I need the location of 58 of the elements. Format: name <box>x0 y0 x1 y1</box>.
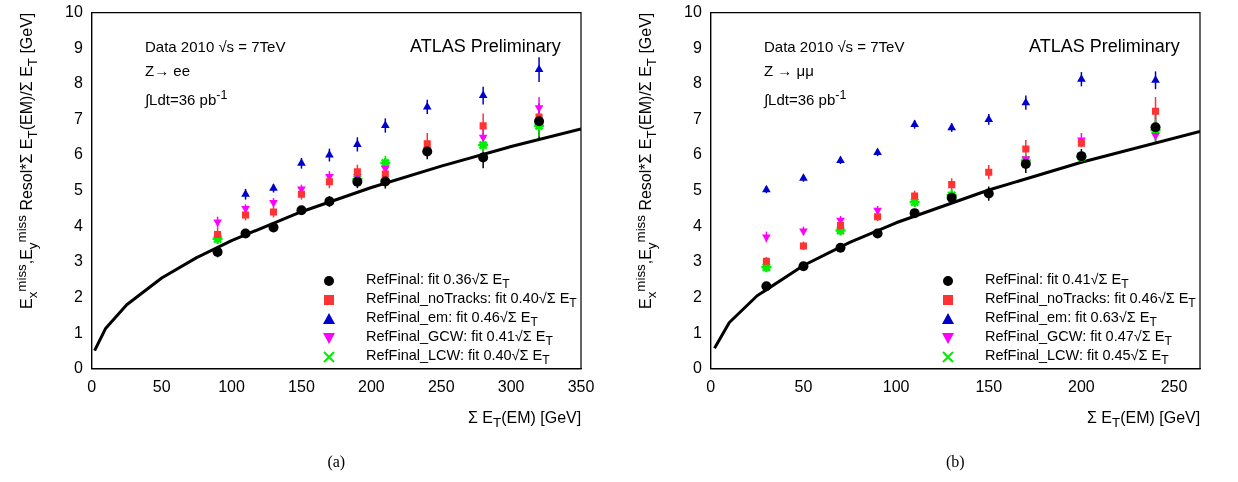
x-tick-label: 0 <box>706 377 716 395</box>
x-tick-label: 250 <box>427 377 455 395</box>
text: (a) <box>327 453 346 471</box>
legend-label: RefFinal_em: fit 0.63√Σ E$_{T}$ <box>985 309 1157 330</box>
y-tick-label: 0 <box>692 359 702 377</box>
y-tick-label: 5 <box>73 181 83 199</box>
x-axis-title: Σ E$_{T}$(EM) [GeV] <box>468 408 582 430</box>
x-tick-label: 200 <box>357 377 385 395</box>
annotation: Data 2010 √s = 7TeV <box>764 38 905 55</box>
legend-label: RefFinal_GCW: fit 0.47√Σ E$_{T}$ <box>985 328 1172 349</box>
annotation: ∫Ldt=36 pb$^{-1}$ <box>145 88 228 108</box>
y-tick-label: 9 <box>692 38 702 56</box>
legend-label: RefFinal_GCW: fit 0.41√Σ E$_{T}$ <box>366 328 553 349</box>
y-tick-label: 10 <box>65 3 83 21</box>
legend-label: RefFinal: fit 0.36√Σ E$_{T}$ <box>366 271 510 292</box>
y-tick-label: 7 <box>73 109 83 127</box>
x-tick-label: 200 <box>1068 377 1095 395</box>
legend-label: RefFinal_em: fit 0.46√Σ E$_{T}$ <box>366 309 538 330</box>
y-tick-label: 6 <box>692 145 702 163</box>
y-tick-label: 1 <box>692 323 702 341</box>
y-tick-label: 3 <box>692 252 702 270</box>
y-tick-label: 4 <box>692 216 702 234</box>
legend-label: RefFinal_LCW: fit 0.40√Σ E$_{T}$ <box>366 347 550 368</box>
y-tick-label: 4 <box>73 216 83 234</box>
y-tick-label: 2 <box>73 287 83 305</box>
y-tick-label: 5 <box>692 181 702 199</box>
x-tick-label: 150 <box>975 377 1003 395</box>
x-tick-label: 300 <box>497 377 525 395</box>
annotation: ATLAS Preliminary <box>1029 36 1180 57</box>
legend-label: RefFinal_noTracks: fit 0.46√Σ E$_{T}$ <box>985 290 1196 311</box>
x-tick-label: 0 <box>87 377 97 395</box>
y-tick-label: 2 <box>692 287 702 305</box>
annotation: Data 2010 √s = 7TeV <box>145 38 286 55</box>
y-tick-label: 3 <box>73 252 83 270</box>
annotation: Z → μμ <box>764 62 814 79</box>
annotation: ∫Ldt=36 pb$^{-1}$ <box>764 88 847 108</box>
y-tick-label: 8 <box>692 74 702 92</box>
annotation: Z→ ee <box>145 62 191 79</box>
x-tick-label: 50 <box>152 377 171 395</box>
legend-label: RefFinal_noTracks: fit 0.40√Σ E$_{T}$ <box>366 290 577 311</box>
x-tick-label: 100 <box>218 377 246 395</box>
x-tick-label: 150 <box>288 377 315 395</box>
y-tick-label: 6 <box>73 145 83 163</box>
y-tick-label: 10 <box>684 3 702 21</box>
legend-label: RefFinal: fit 0.41√Σ E$_{T}$ <box>985 271 1129 292</box>
y-tick-label: 9 <box>73 38 83 56</box>
text: (b) <box>945 453 965 471</box>
y-tick-label: 1 <box>73 323 83 341</box>
y-tick-label: 0 <box>73 359 83 377</box>
x-tick-label: 100 <box>882 377 910 395</box>
annotation: ATLAS Preliminary <box>410 36 561 57</box>
x-tick-label: 250 <box>1160 377 1188 395</box>
y-tick-label: 8 <box>73 74 83 92</box>
x-tick-label: 350 <box>567 377 595 395</box>
y-tick-label: 7 <box>692 109 702 127</box>
legend-label: RefFinal_LCW: fit 0.45√Σ E$_{T}$ <box>985 347 1169 368</box>
x-axis-title: Σ E$_{T}$(EM) [GeV] <box>1087 408 1201 430</box>
x-tick-label: 50 <box>794 377 813 395</box>
